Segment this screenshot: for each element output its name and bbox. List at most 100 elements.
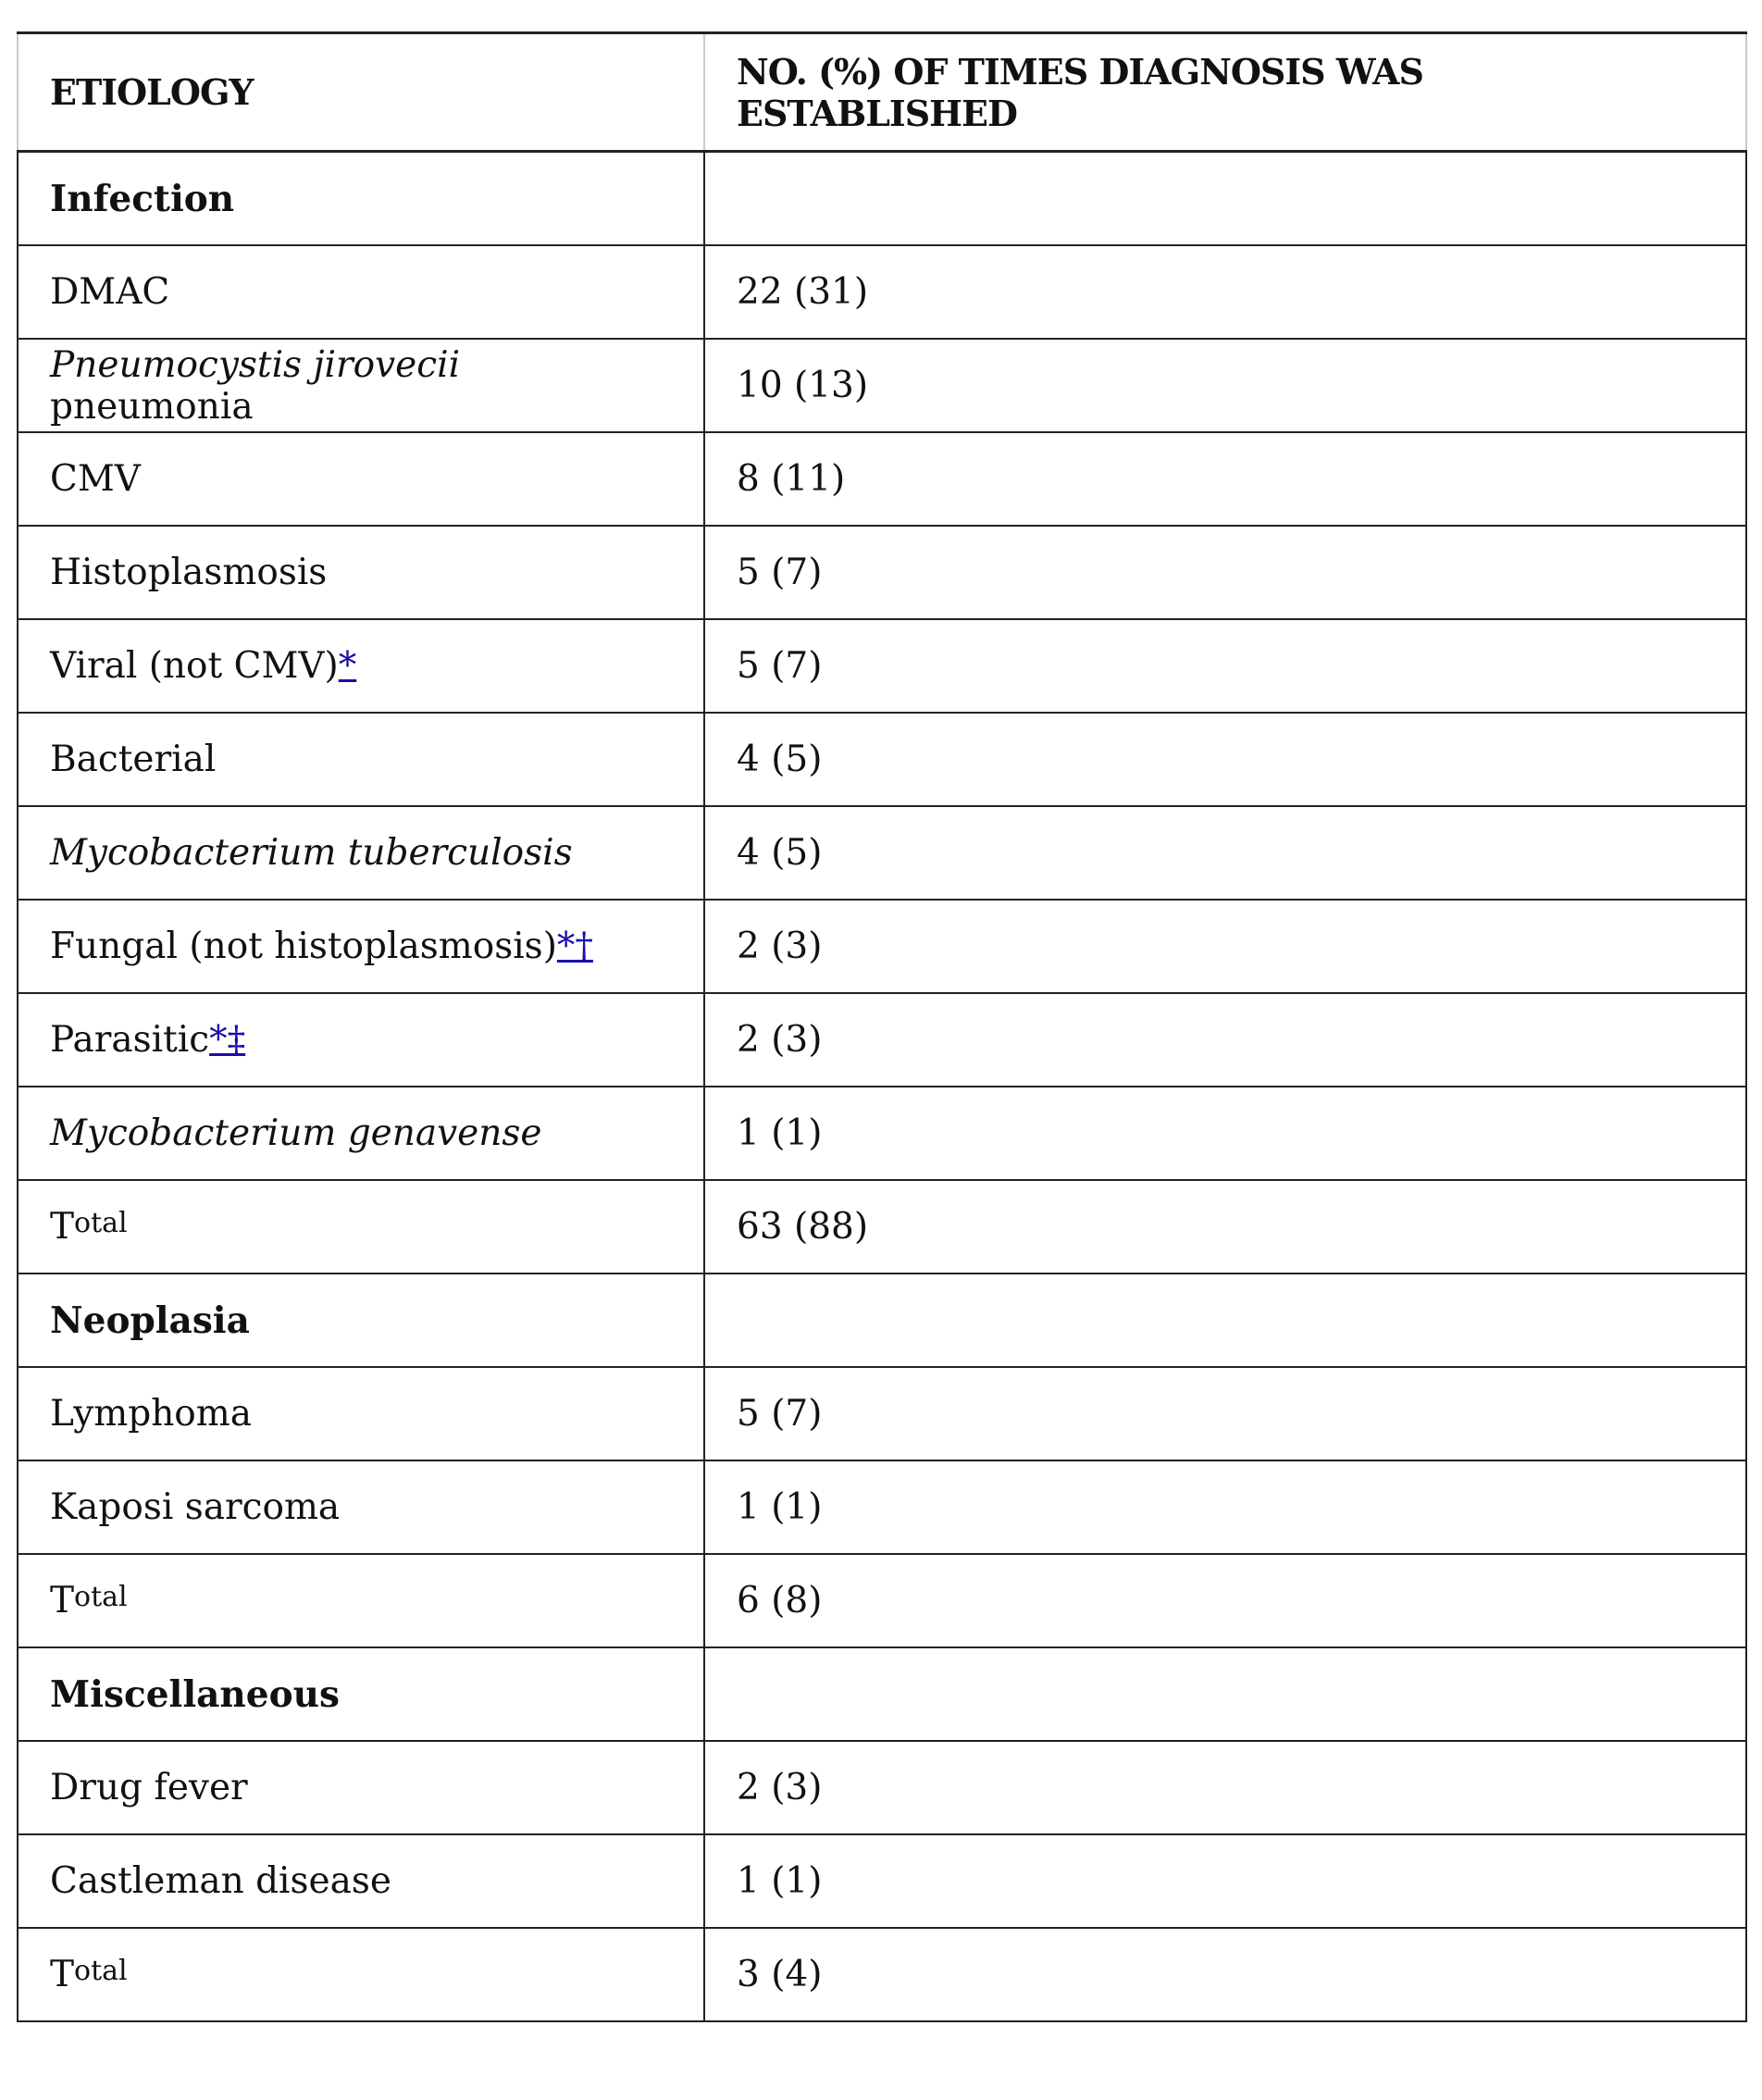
count-cell: 4 (5) bbox=[703, 805, 1747, 901]
header-count: NO. (%) OF TIMES DIAGNOSIS WAS ESTABLISH… bbox=[703, 31, 1747, 153]
etiology-cell: Mycobacterium tuberculosis bbox=[17, 805, 705, 901]
etiology-cell: Parasitic*‡ bbox=[17, 992, 705, 1087]
header-etiology: ETIOLOGY bbox=[17, 31, 705, 153]
etiology-cell: DMAC bbox=[17, 244, 705, 340]
total-row: Total 6 (8) bbox=[17, 1553, 1747, 1648]
etiology-cell: CMV bbox=[17, 431, 705, 527]
count-cell bbox=[703, 150, 1747, 246]
table-row: Parasitic*‡ 2 (3) bbox=[17, 992, 1747, 1087]
etiology-cell: Mycobacterium genavense bbox=[17, 1086, 705, 1181]
etiology-label: Lymphoma bbox=[50, 1393, 253, 1435]
table-row: Histoplasmosis 5 (7) bbox=[17, 525, 1747, 620]
count-cell: 8 (11) bbox=[703, 431, 1747, 527]
footnote-link[interactable]: *† bbox=[556, 926, 593, 967]
etiology-label: Fungal (not histoplasmosis) bbox=[50, 926, 557, 967]
etiology-cell: Bacterial bbox=[17, 712, 705, 807]
count-value: 5 (7) bbox=[737, 1393, 823, 1435]
table-row: Kaposi sarcoma 1 (1) bbox=[17, 1460, 1747, 1555]
section-label: Infection bbox=[50, 177, 235, 220]
table-row: Lymphoma 5 (7) bbox=[17, 1366, 1747, 1461]
section-row: Neoplasia bbox=[17, 1273, 1747, 1368]
etiology-cell: Kaposi sarcoma bbox=[17, 1460, 705, 1555]
count-cell: 3 (4) bbox=[703, 1927, 1747, 2022]
etiology-cell: Viral (not CMV)* bbox=[17, 618, 705, 714]
count-cell: 1 (1) bbox=[703, 1460, 1747, 1555]
etiology-label: Kaposi sarcoma bbox=[50, 1486, 341, 1528]
etiology-cell: Histoplasmosis bbox=[17, 525, 705, 620]
etiology-label: Bacterial bbox=[50, 739, 217, 780]
count-cell: 4 (5) bbox=[703, 712, 1747, 807]
etiology-cell: Drug fever bbox=[17, 1740, 705, 1835]
etiology-cell: Pneumocystis jirovecii pneumonia bbox=[17, 338, 705, 433]
footnote-link[interactable]: * bbox=[338, 645, 357, 687]
etiology-cell: Miscellaneous bbox=[17, 1646, 705, 1742]
total-row: Total 63 (88) bbox=[17, 1179, 1747, 1274]
total-label-rest: otal bbox=[74, 1955, 128, 1987]
etiology-label-italic: Mycobacterium tuberculosis bbox=[50, 832, 573, 874]
table-row: CMV 8 (11) bbox=[17, 431, 1747, 527]
total-row: Total 3 (4) bbox=[17, 1927, 1747, 2022]
count-cell: 2 (3) bbox=[703, 1740, 1747, 1835]
etiology-label-italic: Mycobacterium genavense bbox=[50, 1112, 542, 1154]
count-value: 22 (31) bbox=[737, 271, 869, 313]
count-cell: 6 (8) bbox=[703, 1553, 1747, 1648]
count-value: 2 (3) bbox=[737, 1767, 823, 1808]
count-value: 5 (7) bbox=[737, 552, 823, 593]
count-value: 5 (7) bbox=[737, 645, 823, 687]
etiology-cell: Total bbox=[17, 1553, 705, 1648]
section-label: Miscellaneous bbox=[50, 1672, 340, 1716]
table-row: Castleman disease 1 (1) bbox=[17, 1833, 1747, 1929]
etiology-label-italic: Pneumocystis jirovecii bbox=[50, 343, 461, 386]
count-value: 10 (13) bbox=[737, 365, 869, 406]
count-cell: 5 (7) bbox=[703, 618, 1747, 714]
count-value: 4 (5) bbox=[737, 739, 823, 780]
count-cell: 5 (7) bbox=[703, 525, 1747, 620]
etiology-table: ETIOLOGY NO. (%) OF TIMES DIAGNOSIS WAS … bbox=[17, 31, 1747, 2022]
table-row: Mycobacterium genavense 1 (1) bbox=[17, 1086, 1747, 1181]
table-row: Fungal (not histoplasmosis)*† 2 (3) bbox=[17, 899, 1747, 994]
section-label: Neoplasia bbox=[50, 1299, 250, 1342]
count-cell: 2 (3) bbox=[703, 992, 1747, 1087]
section-row: Miscellaneous bbox=[17, 1646, 1747, 1742]
etiology-cell: Infection bbox=[17, 150, 705, 246]
table-row: Bacterial 4 (5) bbox=[17, 712, 1747, 807]
count-cell: 10 (13) bbox=[703, 338, 1747, 433]
count-value: 2 (3) bbox=[737, 1019, 823, 1061]
count-value: 1 (1) bbox=[737, 1486, 823, 1528]
etiology-label: Viral (not CMV) bbox=[50, 645, 339, 687]
total-label-initial: T bbox=[50, 1954, 75, 1995]
etiology-label: CMV bbox=[50, 458, 141, 500]
total-label-rest: otal bbox=[74, 1581, 128, 1613]
count-value: 6 (8) bbox=[737, 1580, 823, 1622]
count-cell: 63 (88) bbox=[703, 1179, 1747, 1274]
etiology-cell: Fungal (not histoplasmosis)*† bbox=[17, 899, 705, 994]
count-cell: 1 (1) bbox=[703, 1833, 1747, 1929]
count-cell bbox=[703, 1646, 1747, 1742]
count-cell: 22 (31) bbox=[703, 244, 1747, 340]
etiology-cell: Castleman disease bbox=[17, 1833, 705, 1929]
etiology-cell: Total bbox=[17, 1179, 705, 1274]
count-value: 8 (11) bbox=[737, 458, 846, 500]
count-value: 2 (3) bbox=[737, 926, 823, 967]
count-cell: 2 (3) bbox=[703, 899, 1747, 994]
etiology-label: Histoplasmosis bbox=[50, 552, 328, 593]
etiology-cell: Total bbox=[17, 1927, 705, 2022]
total-label-rest: otal bbox=[74, 1207, 128, 1239]
count-value: 3 (4) bbox=[737, 1954, 823, 1995]
section-row: Infection bbox=[17, 150, 1747, 246]
etiology-cell: Neoplasia bbox=[17, 1273, 705, 1368]
table-body: Infection DMAC 22 (31) Pneumocystis jirovec… bbox=[17, 150, 1747, 2022]
count-cell: 1 (1) bbox=[703, 1086, 1747, 1181]
table-row: Pneumocystis jirovecii pneumonia 10 (13) bbox=[17, 338, 1747, 433]
table-row: Viral (not CMV)* 5 (7) bbox=[17, 618, 1747, 714]
etiology-label: Drug fever bbox=[50, 1767, 248, 1808]
table-row: Drug fever 2 (3) bbox=[17, 1740, 1747, 1835]
etiology-label: DMAC bbox=[50, 271, 170, 313]
total-label-initial: T bbox=[50, 1580, 75, 1622]
etiology-label: pneumonia bbox=[50, 385, 254, 428]
footnote-link[interactable]: *‡ bbox=[209, 1019, 246, 1061]
count-value: 1 (1) bbox=[737, 1860, 823, 1902]
etiology-label: Castleman disease bbox=[50, 1860, 391, 1902]
etiology-cell: Lymphoma bbox=[17, 1366, 705, 1461]
total-label-initial: T bbox=[50, 1206, 75, 1248]
